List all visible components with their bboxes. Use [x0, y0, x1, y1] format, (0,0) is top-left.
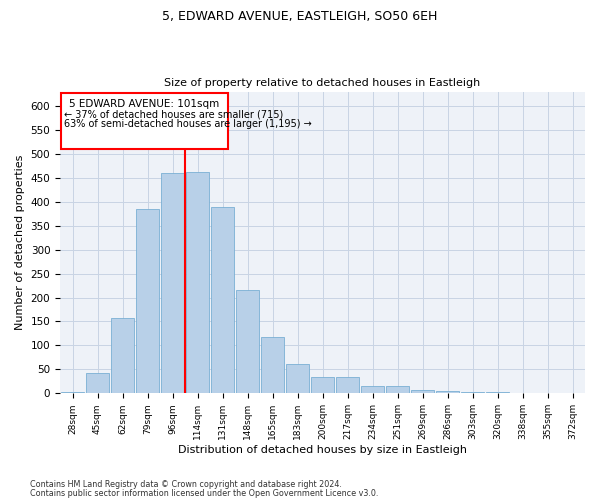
X-axis label: Distribution of detached houses by size in Eastleigh: Distribution of detached houses by size … — [178, 445, 467, 455]
Bar — [286, 364, 309, 394]
Bar — [461, 392, 484, 394]
Bar — [236, 290, 259, 394]
Text: Contains HM Land Registry data © Crown copyright and database right 2024.: Contains HM Land Registry data © Crown c… — [30, 480, 342, 489]
Title: Size of property relative to detached houses in Eastleigh: Size of property relative to detached ho… — [164, 78, 481, 88]
Bar — [361, 386, 384, 394]
Text: Contains public sector information licensed under the Open Government Licence v3: Contains public sector information licen… — [30, 488, 379, 498]
Bar — [161, 173, 184, 394]
Bar — [486, 392, 509, 394]
Text: 63% of semi-detached houses are larger (1,195) →: 63% of semi-detached houses are larger (… — [64, 120, 311, 130]
FancyBboxPatch shape — [61, 92, 227, 149]
Bar — [436, 391, 459, 394]
Bar — [211, 206, 234, 394]
Bar — [136, 209, 159, 394]
Text: ← 37% of detached houses are smaller (715): ← 37% of detached houses are smaller (71… — [64, 110, 283, 120]
Bar — [311, 376, 334, 394]
Y-axis label: Number of detached properties: Number of detached properties — [15, 155, 25, 330]
Text: 5 EDWARD AVENUE: 101sqm: 5 EDWARD AVENUE: 101sqm — [69, 99, 220, 109]
Bar — [386, 386, 409, 394]
Bar — [111, 318, 134, 394]
Bar — [86, 373, 109, 394]
Text: 5, EDWARD AVENUE, EASTLEIGH, SO50 6EH: 5, EDWARD AVENUE, EASTLEIGH, SO50 6EH — [163, 10, 437, 23]
Bar — [411, 390, 434, 394]
Bar — [261, 337, 284, 394]
Bar — [61, 392, 84, 394]
Bar — [336, 376, 359, 394]
Bar — [186, 172, 209, 394]
